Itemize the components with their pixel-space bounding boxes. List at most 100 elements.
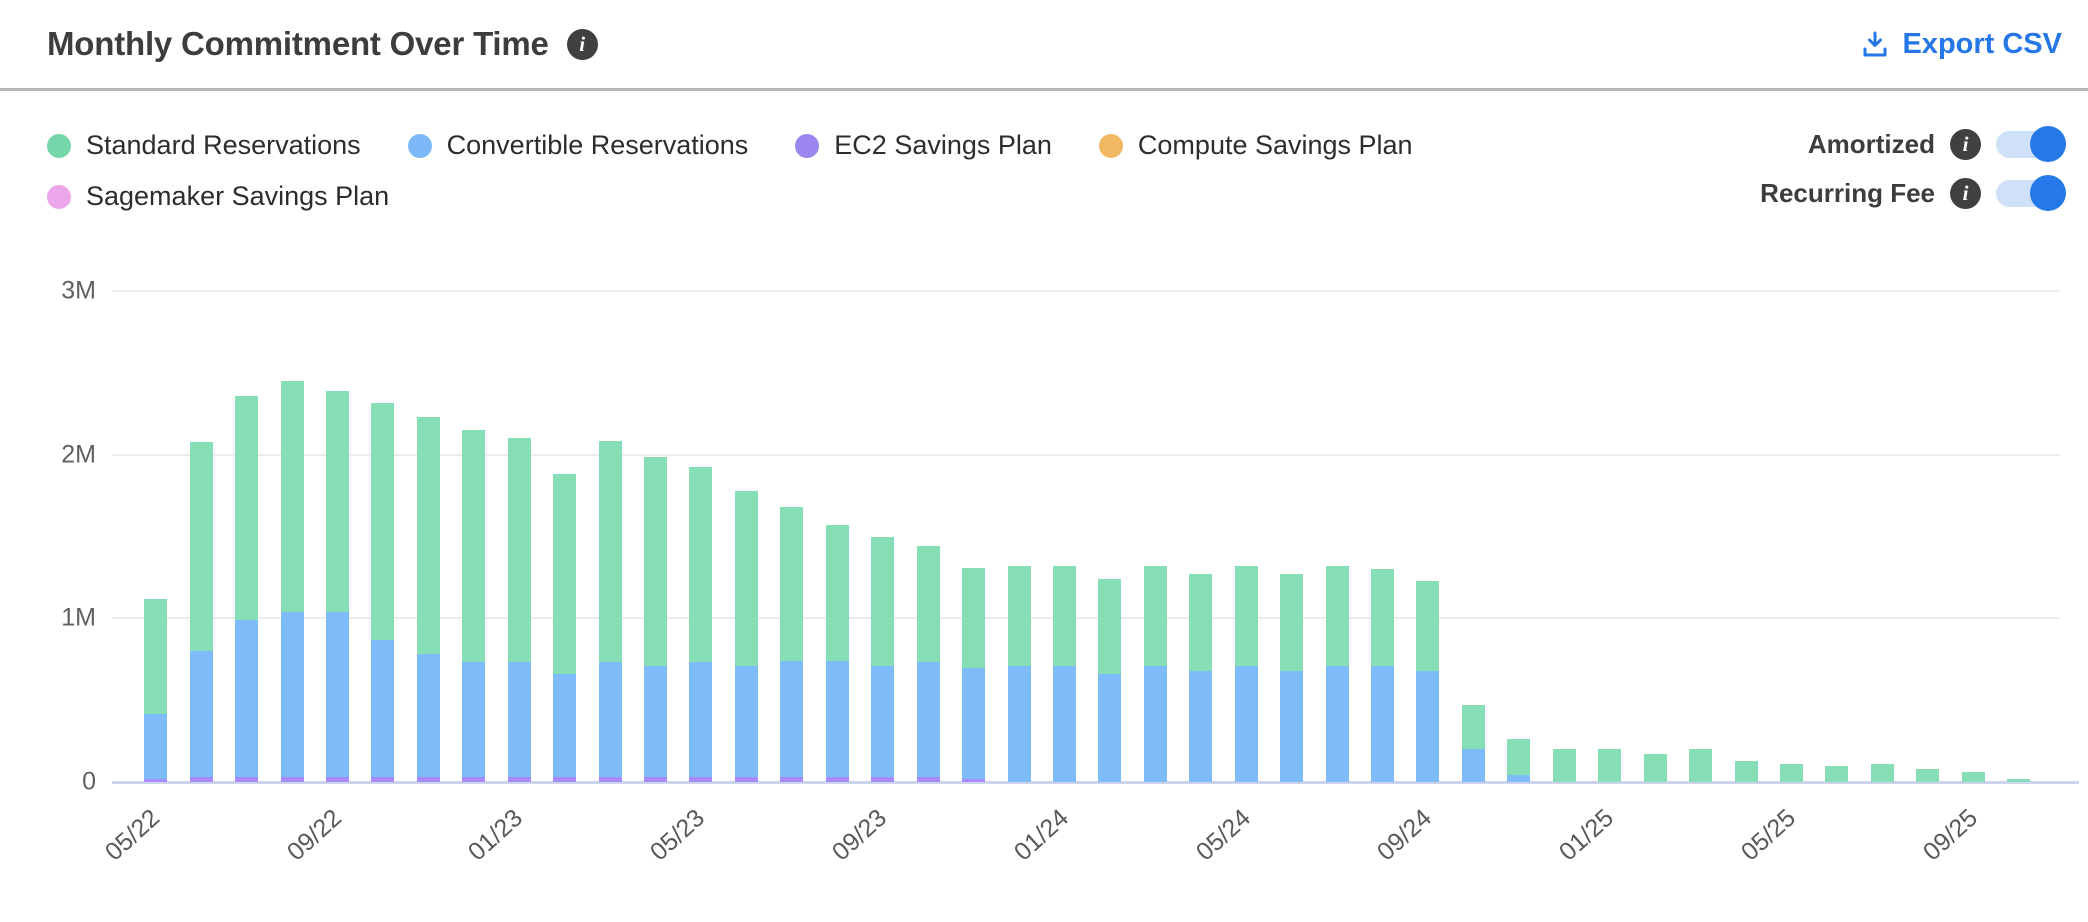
bar-02/24[interactable] — [1087, 291, 1132, 782]
legend-item-standard[interactable]: Standard Reservations — [47, 130, 361, 161]
bar-09/25[interactable] — [1951, 291, 1996, 782]
bar-segment-ec2_sp — [507, 777, 531, 782]
bar-09/23[interactable] — [860, 291, 905, 782]
bar-09/22[interactable] — [315, 291, 360, 782]
bar-11/23[interactable] — [951, 291, 996, 782]
bar-segment-ec2_sp — [416, 777, 440, 782]
bar-segment-convertible — [780, 661, 804, 777]
bar-08/24[interactable] — [1360, 291, 1405, 782]
bar-04/23[interactable] — [633, 291, 678, 782]
bar-segment-standard — [1416, 581, 1440, 671]
bar-05/24[interactable] — [1224, 291, 1269, 782]
bar-03/24[interactable] — [1133, 291, 1178, 782]
bar-segment-standard — [1825, 766, 1849, 782]
legend-dot-standard — [47, 133, 71, 158]
legend-item-compute_sp[interactable]: Compute Savings Plan — [1098, 130, 1413, 161]
legend-item-sagemaker_sp[interactable]: Sagemaker Savings Plan — [47, 181, 389, 212]
bar-03/25[interactable] — [1678, 291, 1723, 782]
bar-02/23[interactable] — [542, 291, 587, 782]
bar-segment-standard — [1598, 749, 1622, 782]
legend-item-ec2_sp[interactable]: EC2 Savings Plan — [795, 130, 1052, 161]
bar-09/24[interactable] — [1405, 291, 1450, 782]
bar-04/24[interactable] — [1178, 291, 1223, 782]
bar-11/24[interactable] — [1496, 291, 1541, 782]
bar-segment-convertible — [1234, 666, 1258, 782]
bar-segment-standard — [1007, 566, 1031, 666]
bar-segment-convertible — [689, 662, 713, 777]
title-info-icon[interactable]: i — [566, 28, 598, 60]
toggle-knob — [2030, 126, 2066, 162]
download-icon — [1863, 31, 1887, 57]
legend-dot-convertible — [407, 133, 432, 158]
bars-row — [133, 291, 2041, 782]
bar-10/22[interactable] — [360, 291, 405, 782]
bar-07/23[interactable] — [769, 291, 814, 782]
recurring-fee-toggle[interactable] — [1996, 175, 2066, 211]
x-axis-label-09/22: 09/22 — [281, 803, 347, 867]
x-axis-label-09/23: 09/23 — [826, 803, 892, 867]
title-wrap: Monthly Commitment Over Time i — [47, 25, 598, 63]
bar-12/23[interactable] — [996, 291, 1041, 782]
x-axis: 05/22 09/22 01/23 05/23 09/23 01/24 05/24 09/24… — [100, 784, 2060, 904]
bar-segment-standard — [553, 474, 577, 674]
bar-07/24[interactable] — [1314, 291, 1359, 782]
bar-03/23[interactable] — [587, 291, 632, 782]
gridline-1M — [112, 617, 2060, 620]
bar-segment-standard — [1461, 705, 1485, 749]
bar-segment-standard — [280, 381, 304, 612]
bar-segment-standard — [871, 537, 895, 666]
x-axis-label-05/24: 05/24 — [1190, 803, 1256, 867]
bar-segment-standard — [734, 491, 758, 666]
bar-segment-ec2_sp — [280, 777, 304, 782]
bar-02/25[interactable] — [1632, 291, 1677, 782]
bar-05/23[interactable] — [678, 291, 723, 782]
bar-segment-convertible — [235, 620, 259, 777]
bar-segment-standard — [1325, 566, 1349, 666]
bar-06/24[interactable] — [1269, 291, 1314, 782]
bar-05/22[interactable] — [133, 291, 178, 782]
y-axis-label-2M: 2M — [61, 440, 96, 469]
bar-segment-ec2_sp — [325, 777, 349, 782]
legend-item-convertible[interactable]: Convertible Reservations — [407, 130, 748, 161]
bar-segment-standard — [1689, 749, 1713, 782]
bar-06/22[interactable] — [178, 291, 223, 782]
bar-segment-convertible — [553, 674, 577, 777]
bar-01/23[interactable] — [497, 291, 542, 782]
page-title: Monthly Commitment Over Time — [47, 25, 549, 62]
x-axis-label-01/25: 01/25 — [1553, 803, 1620, 867]
bar-segment-ec2_sp — [598, 777, 622, 782]
bar-segment-standard — [507, 438, 531, 662]
bar-12/22[interactable] — [451, 291, 496, 782]
bar-08/25[interactable] — [1905, 291, 1950, 782]
amortized-toggle[interactable] — [1996, 126, 2066, 162]
bar-segment-convertible — [1189, 671, 1213, 782]
bar-08/23[interactable] — [815, 291, 860, 782]
bar-01/25[interactable] — [1587, 291, 1632, 782]
bar-01/24[interactable] — [1042, 291, 1087, 782]
bar-segment-convertible — [371, 640, 395, 777]
export-csv-button[interactable]: Export CSV — [1860, 28, 2062, 61]
bar-segment-standard — [371, 403, 395, 640]
bar-10/23[interactable] — [905, 291, 950, 782]
bar-segment-convertible — [280, 612, 304, 777]
amortized-info-icon[interactable]: i — [1950, 128, 1981, 160]
bar-07/25[interactable] — [1860, 291, 1905, 782]
bar-12/24[interactable] — [1542, 291, 1587, 782]
bar-10/24[interactable] — [1451, 291, 1496, 782]
bar-segment-standard — [1280, 574, 1304, 671]
gridline-3M — [112, 290, 2060, 292]
bar-08/22[interactable] — [269, 291, 314, 782]
bar-06/23[interactable] — [724, 291, 769, 782]
bar-07/22[interactable] — [224, 291, 269, 782]
bar-11/22[interactable] — [406, 291, 451, 782]
header: Monthly Commitment Over Time i Export CS… — [0, 0, 2088, 88]
legend-label: EC2 Savings Plan — [834, 130, 1052, 160]
bar-segment-ec2_sp — [553, 777, 577, 782]
bar-04/25[interactable] — [1723, 291, 1768, 782]
recurring-fee-info-icon[interactable]: i — [1950, 177, 1981, 209]
bar-segment-standard — [1052, 566, 1076, 666]
bar-05/25[interactable] — [1769, 291, 1814, 782]
bar-10/25[interactable] — [1996, 291, 2041, 782]
bar-segment-ec2_sp — [462, 777, 486, 782]
bar-06/25[interactable] — [1814, 291, 1859, 782]
